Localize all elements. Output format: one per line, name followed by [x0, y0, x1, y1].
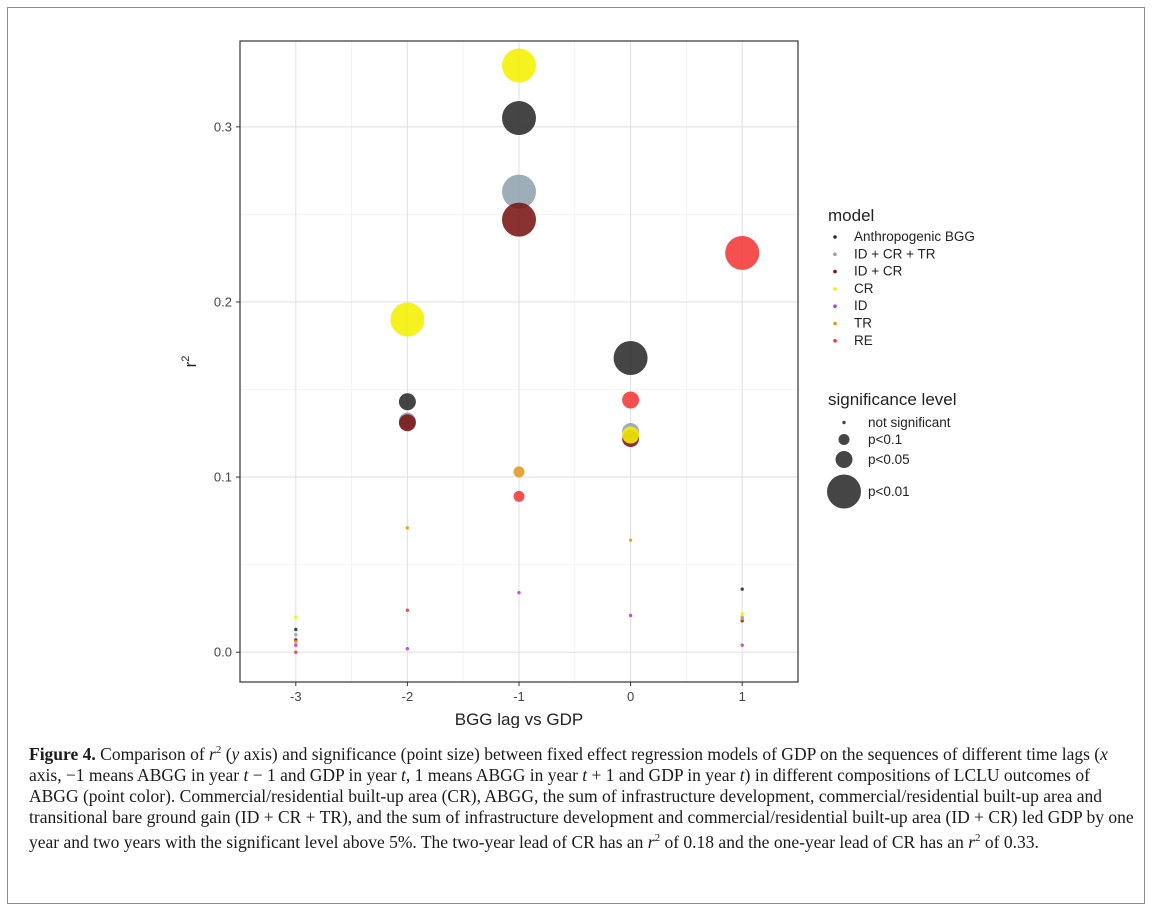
size-legend-key [838, 434, 850, 445]
caption-segment: ) in different compositions of LCLU outc… [29, 764, 1134, 852]
caption-segment: + 1 and GDP in year [587, 764, 740, 785]
size-legend-key [842, 420, 846, 425]
data-point-tr [628, 538, 633, 542]
caption-segment: of 0.33. [980, 831, 1039, 852]
size-legend-label: p<0.1 [868, 432, 902, 447]
caption-segment: y [231, 743, 240, 764]
caption-segment: , 1 means ABGG in year [405, 764, 583, 785]
x-tick-label: 1 [739, 689, 746, 704]
size-legend-title: significance level [828, 390, 957, 409]
caption-label: Figure 4. [29, 743, 96, 764]
caption-segment: 2 [654, 831, 661, 844]
x-tick-label: 0 [627, 689, 634, 704]
caption-segment: axis) and significance (point size) betw… [239, 743, 1101, 764]
data-point-id-cr-tr [502, 174, 536, 209]
data-point-id [740, 643, 744, 647]
data-point-re [294, 650, 298, 654]
data-point-re [513, 490, 525, 502]
caption-segment: x [1100, 743, 1108, 764]
data-point-id [628, 613, 633, 618]
caption-segment: t [582, 764, 588, 785]
legend-key-dot [833, 269, 837, 274]
size-legend-key [827, 474, 861, 509]
legend-entry-label: TR [854, 316, 872, 331]
size-legend-label: not significant [868, 415, 951, 430]
caption-segment: t [243, 764, 249, 785]
legend-entry-label: ID + CR + TR [854, 246, 936, 261]
data-point-re [622, 391, 640, 409]
legend-entry-label: ID + CR [854, 264, 903, 279]
legend-key-dot [833, 287, 837, 291]
legend-entry-label: Anthropogenic BGG [854, 229, 975, 244]
x-tick-label: -3 [290, 689, 302, 704]
y-tick-label: 0.2 [214, 294, 232, 309]
y-tick-label: 0.3 [214, 119, 232, 134]
legend-key-dot [833, 339, 837, 343]
figure-caption: Figure 4. Comparison of r2 (y axis) and … [29, 740, 1139, 853]
x-tick-label: -2 [402, 689, 414, 704]
caption-segment: t [739, 764, 745, 785]
scatter-chart: -3 -2 -1 0 1 0.0 0.1 0.2 0.3 BGG lag vs GDP r2 mode… [180, 40, 975, 728]
data-point-cr [390, 302, 425, 337]
data-point-cr [294, 615, 298, 619]
y-axis-title-base: r [181, 361, 200, 367]
legend-key-dot [833, 235, 837, 239]
data-point-tr [405, 526, 410, 530]
caption-segment: 2 [975, 831, 981, 844]
caption-segment: 2 [215, 744, 222, 756]
caption-segment: t [400, 764, 406, 785]
caption-segment: axis, −1 means ABGG in year [29, 764, 244, 785]
size-legend-key [835, 451, 853, 468]
legend-entry-label: CR [854, 281, 874, 296]
caption-text: Comparison of r2 (y axis) and significan… [29, 744, 1134, 852]
data-point-id-cr [398, 414, 416, 432]
data-point-id [405, 647, 410, 651]
caption-segment: r [209, 743, 216, 764]
data-point-anthropogenic-bgg [398, 393, 416, 411]
figure-frame: -3 -2 -1 0 1 0.0 0.1 0.2 0.3 BGG lag vs GDP r2 mode… [7, 7, 1145, 904]
legend-key-dot [833, 304, 837, 309]
data-point-cr [740, 611, 744, 616]
y-tick-label: 0.1 [214, 470, 232, 485]
data-point-re [405, 608, 410, 612]
caption-segment: of 0.18 and the one-year lead of CR has … [660, 831, 969, 852]
caption-segment: ( [221, 743, 232, 764]
data-point-anthropogenic-bgg [502, 101, 536, 136]
data-point-anthropogenic-bgg [740, 587, 744, 591]
y-axis-title-superscript: 2 [180, 356, 192, 362]
legend-key-dot [833, 252, 837, 257]
data-point-cr [502, 48, 536, 83]
legend-entry-label: ID [854, 298, 868, 313]
data-point-re [725, 235, 760, 270]
data-point-tr [294, 640, 298, 644]
size-legend-label: p<0.01 [868, 484, 910, 499]
x-axis-title: BGG lag vs GDP [455, 710, 583, 728]
data-point-id-cr [502, 202, 536, 237]
y-tick-label: 0.0 [214, 645, 232, 660]
size-legend-label: p<0.05 [868, 452, 910, 467]
legend-key-dot [833, 321, 837, 326]
legend-entry-label: RE [854, 333, 873, 348]
data-point-anthropogenic-bgg [294, 627, 298, 632]
data-point-cr [622, 426, 640, 444]
data-point-id-cr-tr [294, 633, 298, 637]
data-point-id [294, 643, 298, 647]
data-point-tr [513, 466, 525, 478]
y-axis-title-text: r2 [180, 356, 200, 368]
caption-segment: r [647, 831, 655, 852]
caption-segment: r [968, 831, 976, 852]
caption-segment: − 1 and GDP in year [248, 764, 401, 785]
data-point-anthropogenic-bgg [613, 340, 648, 375]
x-tick-label: -1 [513, 689, 525, 704]
data-point-tr [740, 617, 744, 621]
color-legend-title: model [828, 206, 874, 225]
y-axis-title: r2 [180, 356, 200, 368]
data-point-id [517, 590, 521, 595]
caption-segment: Comparison of [95, 743, 210, 764]
